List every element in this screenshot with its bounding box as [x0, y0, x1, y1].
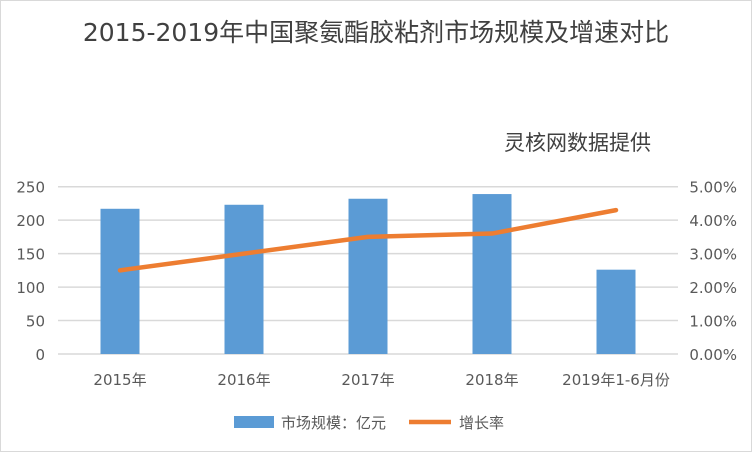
y-right-tick-label: 0.00% — [689, 346, 737, 364]
source-note: 灵核网数据提供 — [504, 131, 651, 155]
y-right-tick-label: 4.00% — [689, 212, 737, 230]
y-right-tick-label: 5.00% — [689, 179, 737, 197]
y-left-tick-label: 0 — [35, 346, 45, 364]
x-tick-label: 2016年 — [217, 371, 270, 389]
y-right-tick-label: 1.00% — [689, 313, 737, 331]
bar — [224, 204, 264, 354]
bar — [472, 194, 512, 354]
chart-title: 2015-2019年中国聚氨酯胶粘剂市场规模及增速对比 — [82, 18, 670, 47]
legend-label-bar: 市场规模：亿元 — [281, 414, 386, 432]
x-tick-label: 2019年1-6月份 — [562, 371, 670, 389]
bar — [348, 198, 388, 354]
y-left-tick-label: 200 — [16, 212, 45, 230]
y-left-tick-label: 50 — [26, 313, 45, 331]
x-tick-label: 2015年 — [93, 371, 146, 389]
y-right-tick-label: 2.00% — [689, 279, 737, 297]
y-left-tick-label: 150 — [16, 246, 45, 264]
y-left-tick-label: 100 — [16, 279, 45, 297]
x-tick-label: 2018年 — [465, 371, 518, 389]
y-right-tick-label: 3.00% — [689, 246, 737, 264]
legend-swatch-bar — [234, 416, 274, 428]
y-left-tick-label: 250 — [16, 179, 45, 197]
bar — [596, 269, 636, 354]
bar — [100, 208, 140, 354]
legend-label-line: 增长率 — [459, 414, 504, 432]
x-tick-label: 2017年 — [341, 371, 394, 389]
